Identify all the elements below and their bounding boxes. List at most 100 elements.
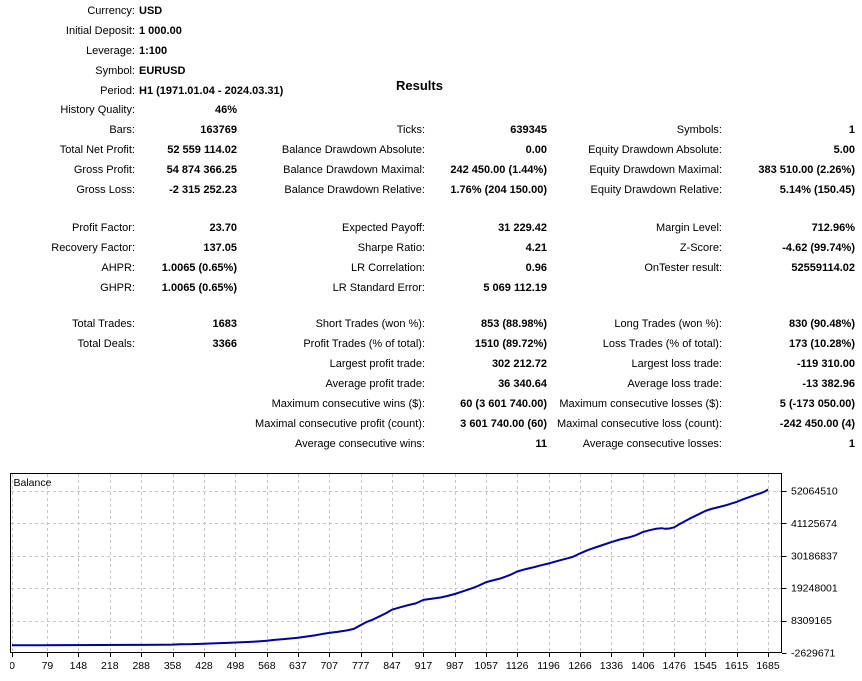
chart-border xyxy=(10,473,782,653)
stat-value: EURUSD xyxy=(139,65,186,77)
stat-label: Profit Trades (% of total): xyxy=(303,338,425,350)
stat-value: 173 (10.28%) xyxy=(788,338,855,350)
stat-row: Total Trades: 1683 Short Trades (won %): 85… xyxy=(0,314,862,334)
stat-row: Maximal consecutive profit (count): 3 601… xyxy=(0,414,862,434)
stat-row: Total Net Profit: 52 559 114.02 Balance Dr… xyxy=(0,140,862,160)
x-tick-label: 777 xyxy=(352,660,370,672)
stat-label xyxy=(0,434,135,454)
stat-label xyxy=(447,61,647,81)
x-tick-label: 1336 xyxy=(600,660,624,672)
stat-value: 383 510.00 (2.26%) xyxy=(758,164,855,176)
x-tick-label: 1545 xyxy=(694,660,718,672)
balance-chart-svg: Balance 0 79 148 218 288 358 428 498 568 637 707 777… xyxy=(9,473,838,672)
stat-value: 853 (88.98%) xyxy=(480,318,547,330)
stat-value: -13 382.96 xyxy=(802,378,855,390)
x-tick-label: 1615 xyxy=(725,660,749,672)
stat-label: Maximum consecutive losses ($): xyxy=(559,398,722,410)
x-tick-label: 568 xyxy=(258,660,276,672)
y-tick-label: 41125674 xyxy=(791,518,837,530)
stat-value: 3366 xyxy=(212,338,237,350)
stat-value: 3 601 740.00 (60) xyxy=(460,418,547,430)
stat-label: Balance Drawdown Absolute: xyxy=(281,144,425,156)
stat-label: Average loss trade: xyxy=(627,378,722,390)
x-tick-label: 1057 xyxy=(475,660,499,672)
stat-value: 830 (90.48%) xyxy=(788,318,855,330)
stat-row: Average profit trade: 36 340.64 Average lo… xyxy=(0,374,862,394)
x-tick-label: 1196 xyxy=(537,660,560,672)
stat-value: 712.96% xyxy=(811,222,855,234)
stat-label xyxy=(0,394,135,414)
x-tick-label: 148 xyxy=(70,660,88,672)
stat-value: -242 450.00 (4) xyxy=(779,418,855,430)
balance-series-line xyxy=(12,488,769,647)
stat-label: Total Trades: xyxy=(72,318,135,330)
stat-value: 4.21 xyxy=(525,242,547,254)
stat-label xyxy=(447,81,647,101)
stat-row: Largest profit trade: 302 212.72 Largest l… xyxy=(0,354,862,374)
stat-label xyxy=(447,21,647,41)
balance-chart: Balance 0 79 148 218 288 358 428 498 568 637 707 777… xyxy=(9,473,862,678)
stat-label xyxy=(447,1,647,21)
x-tick-label: 428 xyxy=(195,660,213,672)
x-tick-label: 1476 xyxy=(663,660,687,672)
stat-label: Leverage: xyxy=(86,45,135,57)
stat-label xyxy=(532,100,722,120)
x-tick-label: 498 xyxy=(227,660,245,672)
stat-value: 52559114.02 xyxy=(791,262,855,274)
x-tick-label: 847 xyxy=(383,660,401,672)
stat-label: Gross Profit: xyxy=(73,164,135,176)
x-tick-label: 987 xyxy=(446,660,464,672)
x-tick-label: 1126 xyxy=(506,660,529,672)
stat-value: 60 (3 601 740.00) xyxy=(460,398,547,410)
stat-value xyxy=(139,394,237,414)
stat-label xyxy=(0,354,135,374)
stat-label: Maximal consecutive profit (count): xyxy=(255,418,425,430)
stat-value: 46% xyxy=(214,104,237,116)
stat-label xyxy=(754,41,862,61)
x-tick-label: 1266 xyxy=(568,660,592,672)
stat-label xyxy=(0,374,135,394)
stat-value: 0.00 xyxy=(525,144,547,156)
stat-label: Recovery Factor: xyxy=(51,242,135,254)
trade-stats-section: Total Trades: 1683 Short Trades (won %): 85… xyxy=(0,314,862,454)
stat-label: Initial Deposit: xyxy=(65,25,135,37)
stat-value xyxy=(651,1,769,21)
stat-value xyxy=(139,414,237,434)
stat-label: Maximum consecutive wins ($): xyxy=(271,398,425,410)
stat-value: 1 xyxy=(848,438,855,450)
stat-label: OnTester result: xyxy=(644,262,722,274)
x-tick-label: 1685 xyxy=(756,660,780,672)
stat-label: Margin Level: xyxy=(655,222,722,234)
report-header-section: Currency: USD Initial Deposit: 1 000.00 Leve… xyxy=(0,1,862,101)
stat-label: Largest loss trade: xyxy=(631,358,723,370)
x-tick-label: 218 xyxy=(101,660,119,672)
x-tick-label: 0 xyxy=(10,660,15,672)
stat-row: Leverage: 1:100 xyxy=(0,41,862,61)
stat-label: History Quality: xyxy=(60,104,135,116)
stat-label: Average profit trade: xyxy=(325,378,425,390)
stat-value: 1:100 xyxy=(139,45,168,57)
stat-value: H1 (1971.01.04 - 2024.03.31) xyxy=(139,85,284,97)
stat-value: 54 874 366.25 xyxy=(166,164,237,176)
stat-value: 1.0065 (0.65%) xyxy=(161,262,237,274)
stat-value: 1510 (89.72%) xyxy=(474,338,547,350)
stat-value: 1 000.00 xyxy=(139,25,182,37)
stat-label: AHPR: xyxy=(101,262,135,274)
stat-value: 5 069 112.19 xyxy=(483,282,547,294)
stat-label: Period: xyxy=(100,85,135,97)
stat-row: Initial Deposit: 1 000.00 xyxy=(0,21,862,41)
x-tick-label: 707 xyxy=(320,660,338,672)
stat-label: LR Correlation: xyxy=(351,262,425,274)
stat-value xyxy=(429,100,547,120)
stat-value xyxy=(139,354,237,374)
x-tick-label: 358 xyxy=(164,660,182,672)
stat-value xyxy=(651,61,769,81)
stat-value xyxy=(651,41,769,61)
stat-label: Total Deals: xyxy=(77,338,135,350)
stat-value: -4.62 (99.74%) xyxy=(782,242,855,254)
stat-label: Gross Loss: xyxy=(76,184,135,196)
stat-row: Profit Factor: 23.70 Expected Payoff: 31 22… xyxy=(0,218,862,238)
x-tick-label: 1406 xyxy=(631,660,655,672)
stat-label: Balance Drawdown Relative: xyxy=(284,184,425,196)
stat-label xyxy=(754,81,862,101)
